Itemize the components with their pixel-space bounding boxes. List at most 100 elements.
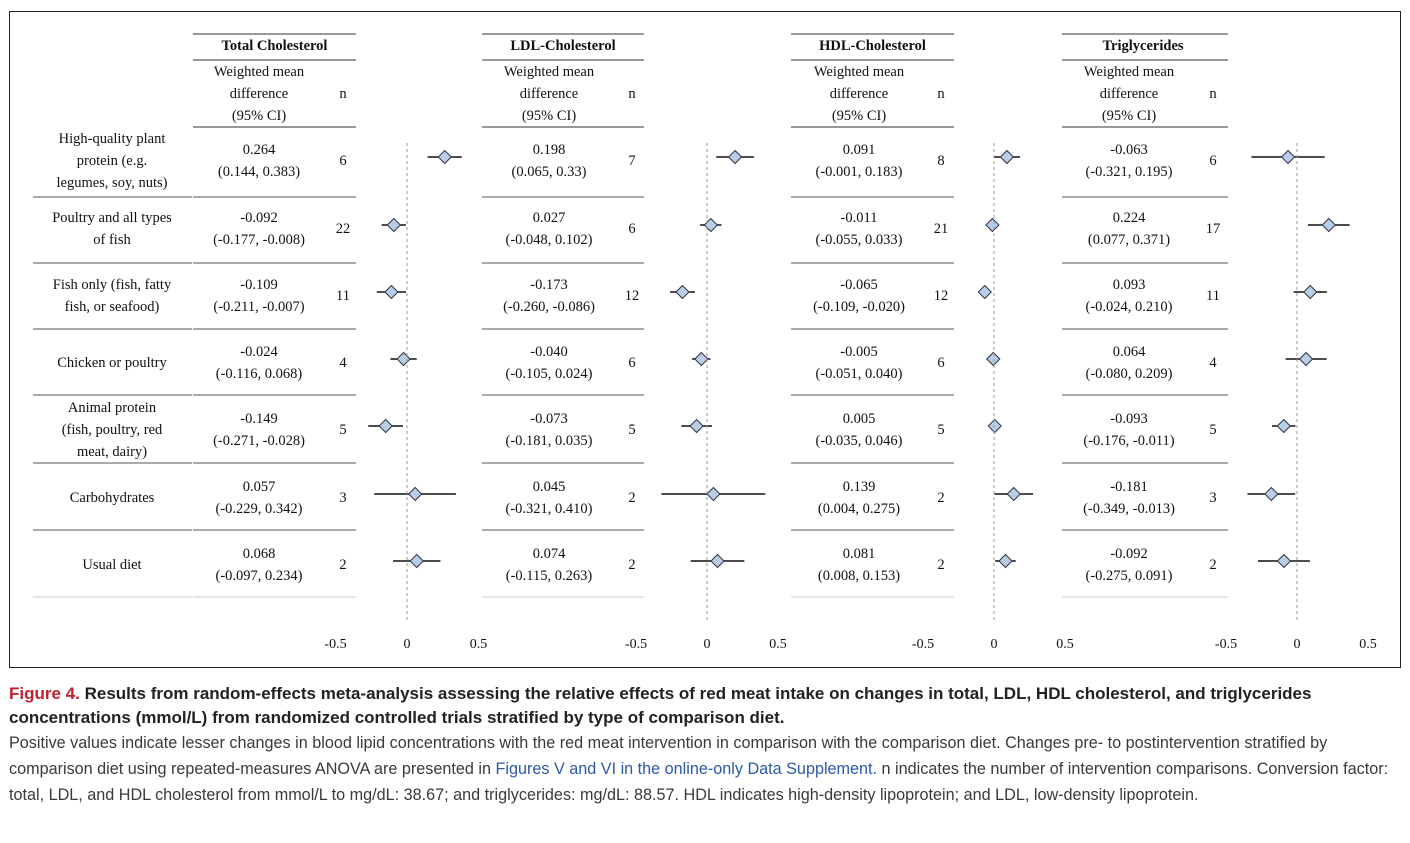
n-header: n [1209,86,1217,102]
n-value: 2 [937,490,944,506]
caption-title-text: Results from random-effects meta-analysi… [9,684,1312,727]
row-label: Chicken or poultry [57,355,167,371]
row-label: Poultry and all types [52,210,172,226]
point-estimate-diamond [703,217,719,233]
x-tick-label: 0.5 [1056,637,1074,652]
point-estimate-diamond [378,418,393,434]
ci-value: (-0.176, -0.011) [1083,433,1174,449]
point-estimate-diamond [985,217,1000,233]
n-value: 4 [1209,355,1217,371]
point-estimate-diamond [986,351,1001,367]
column-subheader: Weighted mean [814,64,905,80]
n-value: 8 [937,153,944,169]
n-value: 5 [937,422,944,438]
ci-value: (-0.271, -0.028) [213,433,305,449]
ci-value: (-0.321, 0.195) [1086,164,1173,180]
point-estimate-diamond [1264,486,1279,502]
point-estimate-diamond [409,553,424,569]
x-tick-label: 0 [1294,637,1301,652]
wmd-value: -0.024 [240,344,278,360]
panel-title: Triglycerides [1102,38,1183,54]
wmd-value: -0.093 [1110,411,1147,427]
ci-value: (0.004, 0.275) [818,501,900,517]
point-estimate-diamond [1280,149,1296,165]
row-label: Fish only (fish, fatty [53,277,172,293]
ci-value: (-0.260, -0.086) [503,299,595,315]
x-tick-label: 0.5 [769,637,787,652]
wmd-value: -0.040 [530,344,567,360]
point-estimate-diamond [977,284,992,300]
n-value: 2 [1209,557,1216,573]
row-label: Usual diet [82,557,141,573]
wmd-value: 0.064 [1113,344,1146,360]
x-tick-label: -0.5 [324,637,346,652]
ci-value: (-0.080, 0.209) [1086,366,1173,382]
n-value: 3 [339,490,346,506]
row-label: (fish, poultry, red [62,422,163,438]
ci-value: (-0.051, 0.040) [816,366,903,382]
data-supplement-link[interactable]: Figures V and VI in the online-only Data… [495,760,878,778]
forest-plot: High-quality plant protein (e.g. legumes, … [33,33,1377,652]
ci-value: (-0.275, 0.091) [1086,568,1173,584]
point-estimate-diamond [1321,217,1337,233]
ci-value: (-0.321, 0.410) [506,501,593,517]
wmd-value: -0.092 [1110,546,1147,562]
x-tick-label: 0 [991,637,998,652]
wmd-value: -0.063 [1110,142,1147,158]
ci-value: (-0.115, 0.263) [506,568,593,584]
point-estimate-diamond [1006,486,1021,502]
point-estimate-diamond [1302,284,1318,300]
panel-title: LDL-Cholesterol [510,38,615,54]
figure-label: Figure 4. [9,684,80,703]
wmd-value: 0.093 [1113,277,1146,293]
column-subheader: Weighted mean [214,64,305,80]
row-label: High-quality plant [59,131,166,147]
point-estimate-diamond [987,418,1002,434]
n-value: 7 [628,153,635,169]
wmd-value: 0.224 [1113,210,1146,226]
x-tick-label: 0 [704,637,711,652]
n-value: 12 [934,288,949,304]
n-value: 2 [339,557,346,573]
ci-value: (0.144, 0.383) [218,164,300,180]
ci-value: (-0.105, 0.024) [506,366,593,382]
x-tick-label: -0.5 [1215,637,1237,652]
wmd-value: -0.149 [240,411,277,427]
point-estimate-diamond [1276,418,1292,434]
ci-value: (0.077, 0.371) [1088,232,1170,248]
row-label: protein (e.g. [77,153,147,169]
n-header: n [937,86,945,102]
row-label: legumes, soy, nuts) [56,175,167,191]
column-subheader: Weighted mean [1084,64,1175,80]
wmd-value: -0.073 [530,411,567,427]
point-estimate-diamond [727,149,743,165]
wmd-value: -0.173 [530,277,567,293]
n-value: 6 [628,221,635,237]
wmd-value: 0.057 [243,479,276,495]
n-value: 12 [625,288,640,304]
x-tick-label: 0 [404,637,411,652]
x-tick-label: 0.5 [470,637,488,652]
point-estimate-diamond [1276,553,1292,569]
point-estimate-diamond [437,149,452,165]
x-tick-label: -0.5 [625,637,647,652]
column-subheader: (95% CI) [832,108,887,124]
ci-value: (-0.055, 0.033) [816,232,903,248]
n-value: 2 [628,490,635,506]
column-subheader: (95% CI) [232,108,287,124]
n-value: 4 [339,355,347,371]
row-label: of fish [93,232,131,248]
n-header: n [628,86,636,102]
wmd-value: -0.092 [240,210,277,226]
n-value: 22 [336,221,351,237]
n-value: 5 [1209,422,1216,438]
ci-value: (-0.349, -0.013) [1083,501,1175,517]
x-tick-label: 0.5 [1359,637,1377,652]
ci-value: (-0.229, 0.342) [216,501,303,517]
wmd-value: -0.065 [840,277,877,293]
wmd-value: 0.005 [843,411,876,427]
n-value: 2 [628,557,635,573]
point-estimate-diamond [706,486,721,502]
n-value: 21 [934,221,949,237]
point-estimate-diamond [689,418,704,434]
